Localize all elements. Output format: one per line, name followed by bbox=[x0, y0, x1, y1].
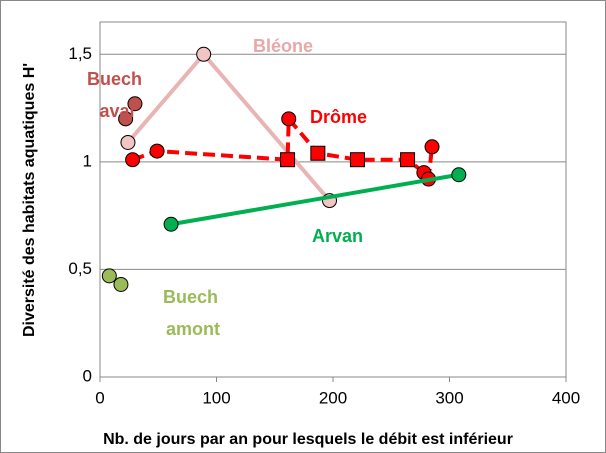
marker bbox=[149, 143, 165, 159]
y-tick-label: 0 bbox=[83, 366, 92, 385]
marker bbox=[424, 139, 440, 155]
marker bbox=[281, 111, 297, 127]
series-label: Arvan bbox=[312, 226, 363, 246]
series-label: Bléone bbox=[253, 36, 313, 56]
series-label: Buech aval bbox=[87, 69, 147, 121]
y-tick-label: 1 bbox=[83, 151, 92, 170]
x-tick-label: 200 bbox=[319, 388, 347, 407]
x-axis-title: Nb. de jours par an pour lesquels le déb… bbox=[103, 431, 513, 448]
series-label: Buech amont bbox=[163, 287, 223, 339]
marker bbox=[451, 167, 467, 183]
x-tick-label: 0 bbox=[95, 388, 104, 407]
marker bbox=[310, 145, 326, 161]
marker bbox=[120, 134, 136, 150]
x-tick-label: 300 bbox=[435, 388, 463, 407]
marker bbox=[400, 152, 416, 168]
y-tick-label: 1,5 bbox=[68, 44, 92, 63]
marker bbox=[196, 46, 212, 62]
marker bbox=[125, 152, 141, 168]
series-line bbox=[170, 172, 460, 227]
marker bbox=[280, 152, 296, 168]
marker bbox=[349, 152, 365, 168]
series-label: Drôme bbox=[310, 107, 367, 127]
y-tick-label: 0,5 bbox=[68, 259, 92, 278]
x-tick-label: 100 bbox=[202, 388, 230, 407]
marker bbox=[163, 216, 179, 232]
y-axis-title: Diversité des habitats aquatiques H' bbox=[21, 63, 38, 337]
series-line bbox=[131, 113, 435, 185]
marker bbox=[101, 268, 117, 284]
marker bbox=[118, 111, 134, 127]
x-tick-label: 400 bbox=[552, 388, 580, 407]
marker bbox=[113, 276, 129, 292]
marker bbox=[127, 96, 143, 112]
